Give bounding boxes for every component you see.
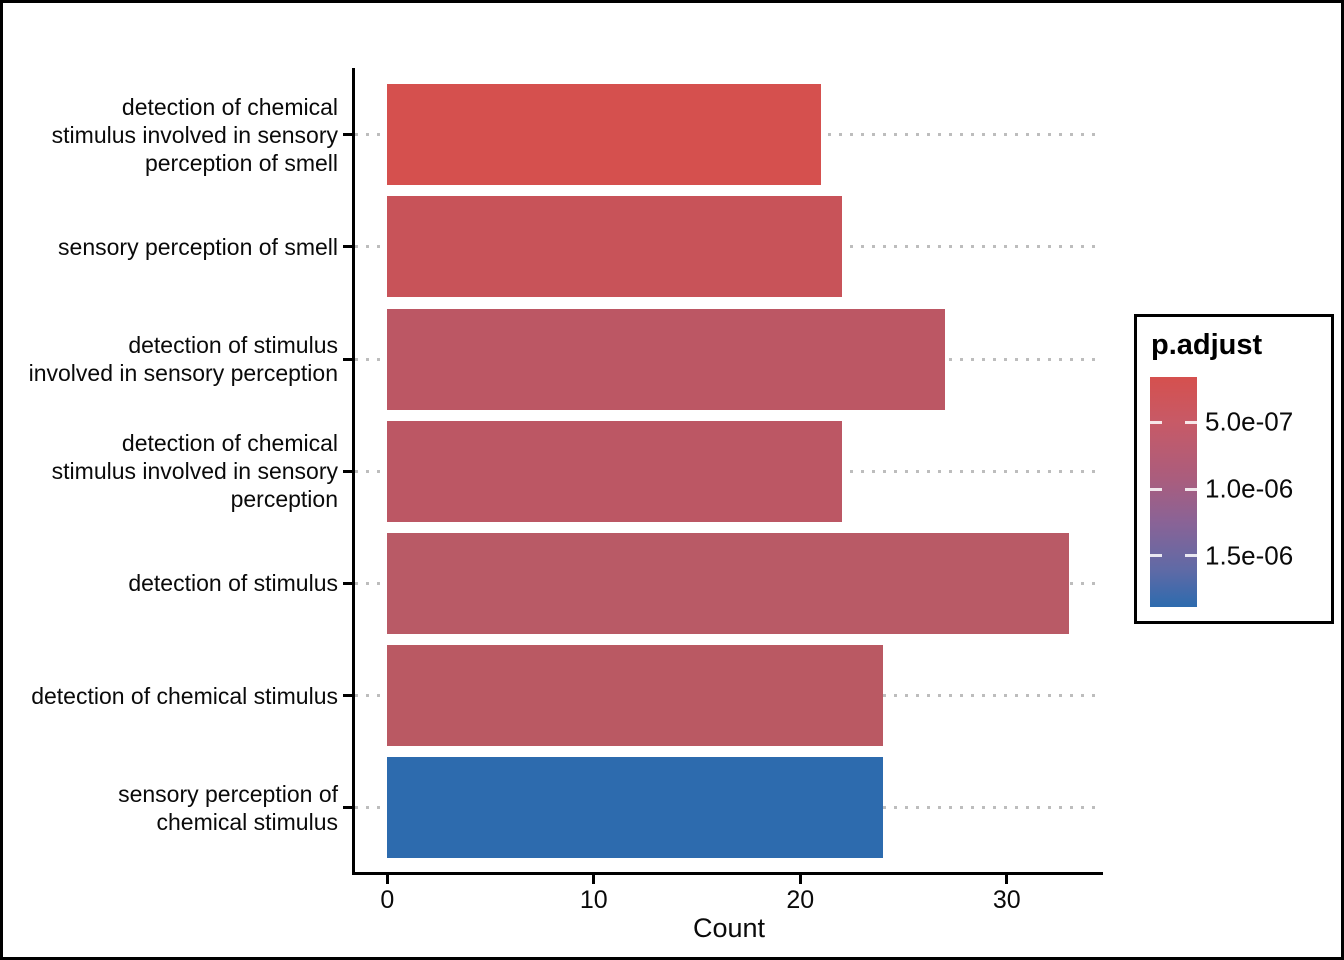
- y-tick-mark: [343, 245, 352, 249]
- y-axis-label: detection of stimulus: [128, 570, 338, 597]
- legend-tick-label: 1.5e-06: [1205, 540, 1294, 571]
- y-tick-mark: [343, 469, 352, 473]
- plot-panel: [352, 68, 1103, 875]
- legend-padjust: p.adjust 5.0e-07 1.0e-06 1.5e-06: [1134, 314, 1334, 624]
- legend-tick-mark-right: [1185, 487, 1197, 491]
- y-tick-mark: [343, 806, 352, 810]
- x-tick-label: 30: [992, 886, 1021, 914]
- x-tick-label: 0: [380, 886, 395, 914]
- legend-tick-mark-left: [1150, 420, 1162, 424]
- legend-tick-mark-right: [1185, 554, 1197, 558]
- bar-7: [387, 757, 883, 859]
- y-tick-mark: [343, 694, 352, 698]
- legend-tick-mark-left: [1150, 554, 1162, 558]
- y-axis-label: detection of chemical stimulus involved i…: [51, 93, 338, 176]
- legend-tick-mark-right: [1185, 420, 1197, 424]
- x-axis-title: Count: [692, 913, 766, 943]
- x-tick-label: 20: [786, 886, 815, 914]
- y-tick-mark: [343, 357, 352, 361]
- bar-1: [387, 84, 821, 186]
- legend-tick-label: 1.0e-06: [1205, 473, 1294, 504]
- legend-title: p.adjust: [1151, 329, 1263, 361]
- bar-5: [387, 532, 1069, 634]
- y-tick-mark: [343, 581, 352, 585]
- legend-tick-mark-left: [1150, 487, 1162, 491]
- y-axis-label: detection of chemical stimulus: [31, 682, 338, 709]
- y-axis-label: sensory perception of chemical stimulus: [118, 780, 338, 835]
- x-tick-label: 10: [579, 886, 608, 914]
- legend-tick-label: 5.0e-07: [1205, 406, 1294, 437]
- x-tick-mark: [592, 875, 596, 884]
- y-axis-label: sensory perception of smell: [58, 233, 338, 260]
- x-tick-mark: [798, 875, 802, 884]
- legend-colorbar-gradient: [1150, 377, 1197, 607]
- bar-2: [387, 196, 842, 298]
- bar-6: [387, 645, 883, 747]
- bar-4: [387, 420, 842, 522]
- x-tick-mark: [1005, 875, 1009, 884]
- y-axis-label: detection of chemical stimulus involved i…: [51, 430, 338, 513]
- x-tick-mark: [385, 875, 389, 884]
- y-tick-mark: [343, 133, 352, 137]
- y-axis-label: detection of stimulus involved in sensory…: [28, 332, 338, 387]
- bar-3: [387, 308, 945, 410]
